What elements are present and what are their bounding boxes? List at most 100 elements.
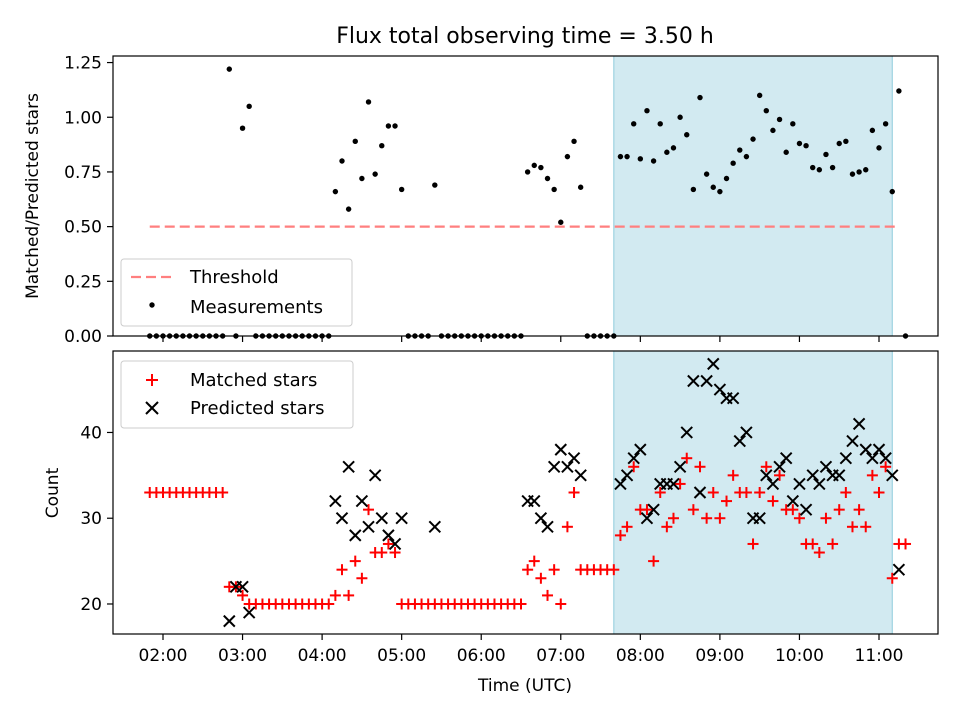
measurement-point — [538, 164, 544, 171]
matched-point — [356, 572, 368, 584]
measurement-point — [783, 149, 789, 155]
predicted-point — [786, 494, 800, 508]
x-axis-label: Time (UTC) — [477, 676, 572, 696]
measurement-point — [856, 169, 862, 175]
x-tick-label: 08:00 — [616, 646, 665, 666]
matched-point — [740, 487, 752, 498]
measurement-point — [664, 149, 670, 155]
predicted-point — [362, 520, 375, 534]
predicted-point — [574, 469, 587, 482]
top-legend: Threshold Measurements — [120, 258, 353, 327]
measurement-point — [723, 175, 730, 182]
measurement-point — [763, 107, 769, 114]
predicted-point — [355, 494, 369, 508]
matched-point — [754, 487, 766, 498]
measurement-point — [365, 99, 372, 105]
matched-point — [329, 589, 341, 601]
predicted-point — [395, 512, 408, 525]
matched-point — [707, 487, 719, 498]
predicted-point — [680, 426, 693, 439]
predicted-point — [368, 469, 382, 482]
predicted-point — [634, 443, 647, 456]
matched-point — [376, 547, 388, 559]
matched-point — [661, 521, 673, 533]
top-y-tick-label: 0.00 — [64, 327, 102, 347]
measurement-point — [737, 147, 743, 153]
predicted-point — [223, 614, 236, 628]
matched-point — [747, 538, 759, 550]
matched-point — [820, 512, 832, 524]
measurement-point — [571, 138, 577, 145]
predicted-point — [819, 460, 833, 473]
measurement-point — [703, 171, 710, 177]
predicted-point — [614, 477, 627, 491]
matched-point — [382, 538, 394, 550]
predicted-point — [799, 503, 813, 516]
predicted-point — [567, 451, 581, 465]
matched-point — [681, 452, 693, 464]
matched-point — [674, 478, 686, 490]
top-y-tick-label: 0.50 — [64, 218, 102, 238]
measurement-point — [756, 92, 763, 99]
predicted-point — [886, 469, 899, 482]
matched-point — [522, 564, 534, 576]
measurement-point — [869, 127, 876, 134]
measurement-point — [882, 121, 889, 127]
predicted-point — [620, 469, 634, 482]
measurement-point — [776, 116, 783, 123]
predicted-point — [859, 443, 872, 456]
predicted-point — [753, 512, 766, 525]
matched-point — [807, 538, 819, 550]
matched-point — [343, 589, 355, 601]
legend-threshold-label: Threshold — [189, 267, 279, 288]
measurement-point — [876, 145, 882, 151]
predicted-point — [647, 503, 660, 516]
measurement-point — [379, 142, 385, 149]
matched-point — [535, 572, 547, 584]
matched-point — [886, 572, 898, 584]
matched-point — [853, 504, 865, 516]
measurement-point — [690, 186, 697, 193]
matched-point — [687, 504, 699, 516]
matched-point — [833, 504, 845, 516]
predicted-point — [713, 383, 727, 396]
chart-title: Flux total observing time = 3.50 h — [336, 24, 714, 49]
predicted-point — [866, 451, 879, 465]
top-legend-box — [120, 258, 353, 327]
predicted-point — [335, 512, 349, 525]
matched-point — [774, 469, 786, 481]
measurement-point — [810, 164, 816, 171]
matched-point — [608, 564, 620, 576]
matched-point — [721, 495, 733, 507]
matched-point — [827, 538, 839, 550]
x-tick-label: 09:00 — [695, 646, 744, 666]
matched-point — [363, 504, 375, 516]
top-y-axis-label: Matched/Predicted stars — [23, 93, 43, 299]
predicted-point — [667, 477, 680, 491]
measurement-point — [398, 186, 405, 193]
measurement-point — [637, 156, 644, 162]
predicted-point — [342, 460, 355, 473]
predicted-point — [687, 374, 700, 388]
measurement-point — [392, 123, 398, 129]
measurement-point — [624, 153, 630, 160]
top-panel: 0.00 0.25 0.50 0.75 1.00 1.25 Matched/Predict… — [23, 54, 939, 347]
x-tick-label: 03:00 — [218, 646, 267, 666]
predicted-point — [726, 391, 740, 405]
predicted-point — [388, 537, 402, 551]
measurement-point — [836, 140, 842, 147]
x-tick-label: 06:00 — [457, 646, 506, 666]
bottom-y-tick-label: 40 — [80, 423, 102, 443]
top-shaded-span — [613, 55, 893, 337]
matched-point — [866, 469, 878, 481]
bottom-x-axis: 02:00 03:00 04:00 05:00 06:00 07:00 08:00 09:00… — [139, 634, 904, 666]
matched-point — [528, 555, 540, 567]
measurement-point — [352, 138, 358, 145]
matched-point — [846, 521, 858, 533]
measurement-point — [551, 186, 557, 193]
predicted-points — [223, 357, 906, 628]
bottom-y-axis-label: Count — [43, 467, 63, 518]
measurement-point — [385, 123, 392, 129]
predicted-point — [806, 469, 819, 482]
